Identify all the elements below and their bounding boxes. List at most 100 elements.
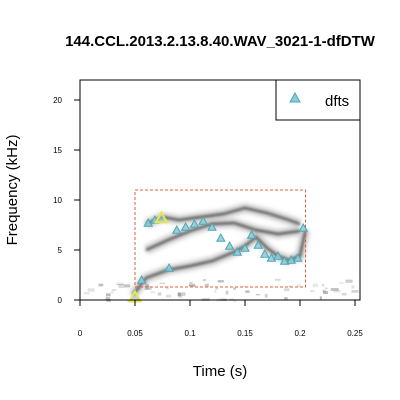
spectrogram-trace	[145, 206, 301, 226]
x-tick-label: 0.1	[184, 329, 196, 338]
spectrogram-noise	[111, 289, 117, 291]
spectrogram-noise	[150, 291, 156, 294]
spectrogram-noise	[333, 290, 341, 293]
spectrogram-noise	[144, 286, 152, 290]
spectrogram-noise	[188, 283, 196, 286]
spectrogram-noise	[339, 282, 344, 284]
spectrogram-noise	[284, 288, 290, 292]
spectrogram-noise	[104, 298, 108, 301]
data-points	[127, 210, 309, 303]
spectrogram-image	[83, 203, 359, 303]
spectrogram-noise	[217, 280, 224, 283]
x-tick-label: 0	[78, 329, 83, 338]
legend-marker-triangle-icon	[289, 91, 301, 103]
spectrogram-noise	[351, 290, 359, 293]
spectrogram-noise	[214, 289, 217, 293]
spectrogram-noise	[323, 290, 328, 294]
spectrogram-noise	[232, 299, 237, 302]
spectrogram-noise	[312, 283, 319, 288]
data-point	[180, 221, 191, 231]
data-point	[143, 217, 154, 227]
legend: dfts	[275, 79, 361, 121]
data-point	[154, 210, 169, 224]
spectrogram-noise	[296, 284, 301, 288]
data-point	[171, 224, 182, 234]
spectrogram-noise	[159, 282, 166, 284]
data-point	[207, 221, 217, 231]
y-tick-label: 0	[58, 296, 63, 305]
spectrogram-noise	[177, 292, 181, 297]
spectrogram-noise	[178, 294, 183, 299]
spectrogram-noise	[264, 293, 268, 298]
data-point	[259, 248, 270, 258]
spectrogram-noise	[116, 284, 124, 286]
spectrogram-noise	[189, 284, 196, 287]
spectrogram-noise	[145, 288, 150, 290]
data-point	[164, 262, 174, 272]
spectrogram-noise	[136, 288, 141, 290]
x-tick-label: 0.15	[237, 329, 253, 338]
spectrogram-noise	[105, 296, 110, 301]
y-tick-label: 15	[53, 146, 62, 155]
x-tick-label: 0.25	[347, 329, 363, 338]
chart-title: 144.CCL.2013.2.13.8.40.WAV_3021-1-dfDTW	[65, 33, 376, 50]
spectrogram-noise	[116, 282, 124, 285]
spectrogram-noise	[189, 281, 193, 284]
data-point	[292, 252, 303, 262]
x-axis: 0 0.05 0.1 0.15 0.2 0.25	[78, 299, 363, 338]
spectrogram-noise	[215, 287, 219, 290]
spectrogram-noise	[233, 287, 236, 290]
data-point	[273, 250, 283, 260]
y-axis: 0 5 10 15 20	[53, 96, 81, 305]
legend-label-dfts: dfts	[325, 93, 349, 110]
data-point	[279, 255, 290, 265]
data-point	[198, 215, 209, 225]
spectrogram-noise	[310, 290, 315, 292]
spectrogram-noise	[255, 294, 261, 296]
spectrogram-noise	[98, 283, 104, 287]
data-point	[215, 232, 226, 242]
data-point	[136, 274, 147, 284]
spectrogram-noise	[145, 283, 150, 288]
spectrogram-noise	[325, 287, 328, 289]
spectrogram-noise	[202, 279, 206, 282]
spectrogram-noise	[110, 291, 114, 294]
spectrogram-noise	[351, 285, 355, 289]
spectrogram-band	[144, 218, 301, 255]
x-tick-label: 0.05	[127, 329, 143, 338]
spectrogram-noise	[241, 285, 247, 287]
spectrogram-noise	[177, 292, 181, 297]
spectrogram-noise	[274, 278, 281, 281]
spectrogram-trace	[145, 221, 301, 252]
data-point	[240, 242, 250, 252]
x-axis-label: Time (s)	[193, 363, 247, 380]
spectrogram-noise	[322, 284, 325, 287]
spectrogram-noise	[225, 290, 229, 295]
y-tick-label: 20	[53, 96, 62, 105]
spectrogram-noise	[106, 293, 111, 297]
selection-box	[134, 189, 306, 288]
spectrogram-noise	[322, 289, 326, 293]
spectrogram-noise	[124, 284, 131, 288]
spectrogram-noise	[204, 283, 209, 288]
y-tick-label: 5	[58, 246, 63, 255]
spectrogram-noise	[284, 297, 288, 301]
spectrogram-noise	[157, 292, 162, 296]
spectrogram-noise	[166, 294, 172, 298]
spectrogram-noise	[288, 285, 292, 288]
data-point	[189, 218, 200, 228]
y-axis-label: Frequency (kHz)	[4, 135, 21, 246]
y-tick-label: 10	[53, 196, 62, 205]
spectrogram-noise	[319, 296, 322, 300]
spectrogram-noise	[177, 292, 186, 296]
spectrogram-noise	[330, 288, 339, 291]
data-point	[298, 222, 309, 232]
data-point	[232, 246, 243, 256]
data-point	[253, 239, 264, 249]
data-point	[224, 240, 235, 250]
legend-box	[275, 79, 361, 121]
spectrogram-noise	[144, 281, 148, 283]
spectrogram-noise	[166, 286, 169, 290]
spectrogram-noise	[345, 279, 353, 283]
spectrogram-noise	[323, 292, 328, 295]
